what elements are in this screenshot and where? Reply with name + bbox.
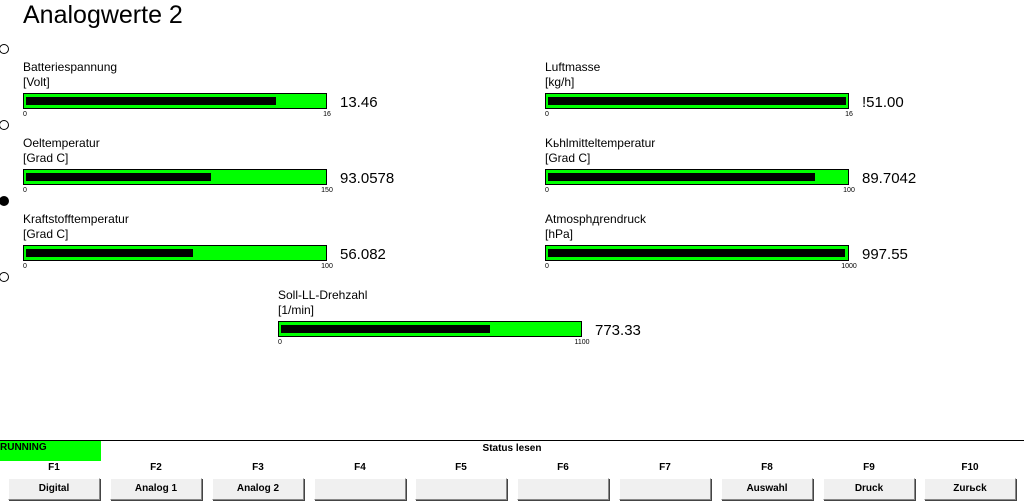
gauge-label: Atmosphдrendruck — [545, 212, 647, 226]
f7-button[interactable] — [619, 478, 711, 500]
page-title: Analogwerte 2 — [23, 1, 183, 29]
gauge-min: 0 — [278, 339, 282, 346]
analog-1-button[interactable]: Analog 1 — [110, 478, 202, 500]
druck-button[interactable]: Druck — [823, 478, 915, 500]
gauge-max: 100 — [843, 187, 855, 194]
gauge-bar — [23, 93, 327, 109]
radio-option-3[interactable] — [0, 196, 9, 206]
fkey-label-f5: F5 — [455, 462, 467, 473]
gauge-fill — [548, 97, 846, 105]
gauge-bar — [23, 245, 327, 261]
auswahl-button[interactable]: Auswahl — [721, 478, 813, 500]
gauge-label: Soll-LL-Drehzahl — [278, 288, 368, 302]
fkey-label-f4: F4 — [354, 462, 366, 473]
gauge-label: Oeltemperatur — [23, 136, 100, 150]
gauge-bar — [23, 169, 327, 185]
gauge-label: Batteriespannung — [23, 60, 118, 74]
status-divider — [0, 440, 1024, 441]
fkey-label-f1: F1 — [48, 462, 60, 473]
fkey-label-f7: F7 — [659, 462, 671, 473]
gauge-kuehlmitteltemperatur: Kьhlmitteltemperatur [Grad C] 0 100 89.7… — [545, 136, 916, 198]
running-status-badge: RUNNING — [0, 441, 101, 461]
gauge-value: 773.33 — [595, 322, 641, 339]
gauge-unit: [Volt] — [23, 75, 50, 89]
gauge-batteriespannung: Batteriespannung [Volt] 0 16 13.46 — [23, 60, 378, 122]
gauge-unit: [Grad C] — [545, 151, 591, 165]
radio-option-2[interactable] — [0, 120, 9, 130]
fkey-label-f2: F2 — [150, 462, 162, 473]
gauge-fill — [548, 173, 815, 181]
gauge-atmosphaerendruck: Atmosphдrendruck [hPa] 0 1000 997.55 — [545, 212, 908, 274]
gauge-bar — [545, 169, 849, 185]
gauge-value: 997.55 — [862, 246, 908, 263]
gauge-unit: [Grad C] — [23, 227, 69, 241]
gauge-label: Kьhlmitteltemperatur — [545, 136, 656, 150]
analog-2-button[interactable]: Analog 2 — [212, 478, 304, 500]
gauge-max: 16 — [845, 111, 853, 118]
gauge-label: Kraftstofftemperatur — [23, 212, 129, 226]
gauge-min: 0 — [545, 263, 549, 270]
gauge-label: Luftmasse — [545, 60, 601, 74]
gauge-fill — [26, 173, 211, 181]
gauge-fill — [26, 249, 193, 257]
gauge-unit: [Grad C] — [23, 151, 69, 165]
status-title: Status lesen — [482, 443, 542, 454]
f4-button[interactable] — [314, 478, 406, 500]
gauge-unit: [1/min] — [278, 303, 315, 317]
gauge-min: 0 — [545, 187, 549, 194]
zurueck-button[interactable]: Zurьck — [924, 478, 1016, 500]
radio-option-1[interactable] — [0, 44, 9, 54]
gauge-value: 13.46 — [340, 94, 378, 111]
fkey-label-f8: F8 — [761, 462, 773, 473]
fkey-label-f10: F10 — [961, 462, 979, 473]
f5-button[interactable] — [415, 478, 507, 500]
gauge-fill — [548, 249, 845, 257]
gauge-value: 56.082 — [340, 246, 386, 263]
gauge-fill — [26, 97, 276, 105]
gauge-max: 1000 — [841, 263, 857, 270]
f6-button[interactable] — [517, 478, 609, 500]
gauge-max: 150 — [321, 187, 333, 194]
gauge-max: 16 — [323, 111, 331, 118]
gauge-soll-ll-drehzahl: Soll-LL-Drehzahl [1/min] 0 1100 773.33 — [278, 288, 641, 350]
gauge-min: 0 — [23, 263, 27, 270]
gauge-bar — [545, 245, 849, 261]
gauge-max: 1100 — [574, 339, 590, 346]
gauge-luftmasse: Luftmasse [kg/h] 0 16 !51.00 — [545, 60, 904, 122]
radio-option-4[interactable] — [0, 272, 9, 282]
gauge-fill — [281, 325, 490, 333]
gauge-bar — [278, 321, 582, 337]
fkey-label-f9: F9 — [863, 462, 875, 473]
gauge-bar — [545, 93, 849, 109]
gauge-unit: [kg/h] — [545, 75, 575, 89]
fkey-label-f3: F3 — [252, 462, 264, 473]
gauge-oeltemperatur: Oeltemperatur [Grad C] 0 150 93.0578 — [23, 136, 394, 198]
gauge-min: 0 — [23, 111, 27, 118]
gauge-value: 89.7042 — [862, 170, 917, 187]
gauge-unit: [hPa] — [545, 227, 574, 241]
gauge-kraftstofftemperatur: Kraftstofftemperatur [Grad C] 0 100 56.0… — [23, 212, 386, 274]
digital-button[interactable]: Digital — [8, 478, 100, 500]
gauge-min: 0 — [23, 187, 27, 194]
gauge-min: 0 — [545, 111, 549, 118]
fkey-label-f6: F6 — [557, 462, 569, 473]
gauge-value: 93.0578 — [340, 170, 395, 187]
gauge-value: !51.00 — [862, 94, 904, 111]
gauge-max: 100 — [321, 263, 333, 270]
